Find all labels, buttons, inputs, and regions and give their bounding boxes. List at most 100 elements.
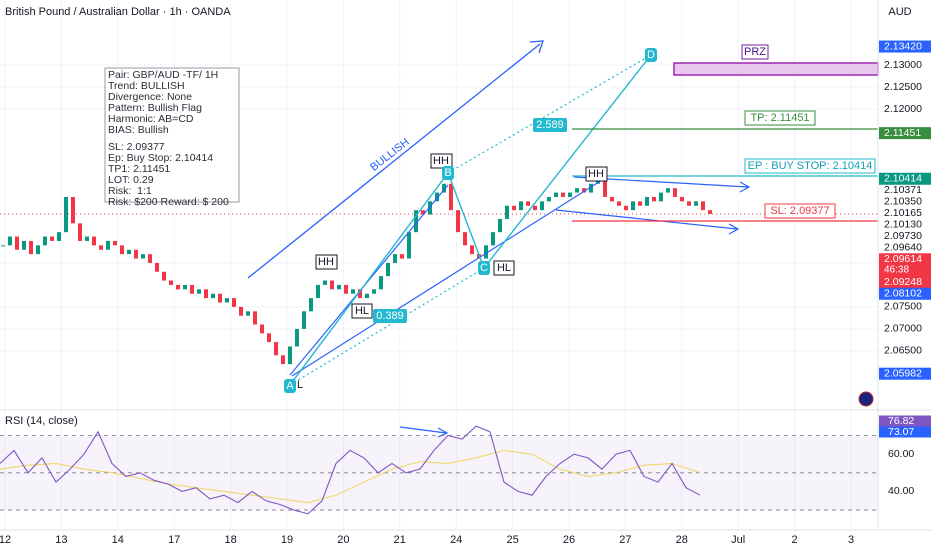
candle	[428, 201, 432, 215]
rsi-tick-label: 60.00	[888, 448, 914, 460]
y-tick-label: 2.07000	[884, 323, 922, 335]
info-line: SL: 2.09377	[108, 141, 165, 153]
info-line: Pair: GBP/AUD -TF/ 1H	[108, 69, 218, 81]
x-tick-label: 20	[337, 534, 349, 546]
candle	[232, 298, 236, 307]
y-tick-label: 2.12000	[884, 103, 922, 115]
candle	[50, 236, 54, 241]
price-label: 2.05982	[884, 367, 922, 379]
candle	[568, 192, 572, 197]
y-tick-label: 2.06500	[884, 345, 922, 357]
prz-zone	[673, 62, 879, 76]
candle	[463, 232, 467, 246]
info-line: Risk: $200 Reward: $ 200	[108, 196, 229, 208]
ratio-badge	[533, 118, 567, 132]
low-label: L	[297, 379, 303, 391]
x-tick-label: 26	[563, 534, 575, 546]
candle	[358, 289, 362, 299]
candle	[435, 192, 439, 202]
candle	[372, 289, 376, 294]
point-badge	[284, 379, 296, 393]
candle	[162, 271, 166, 281]
price-label: 2.10165	[884, 207, 922, 219]
candle	[414, 210, 418, 233]
info-box	[104, 67, 240, 203]
candle	[659, 192, 663, 202]
divergence-arrow	[399, 426, 447, 434]
candle	[29, 240, 33, 255]
candle	[225, 298, 229, 303]
candle	[260, 324, 264, 334]
candle	[687, 201, 691, 206]
candle	[652, 196, 656, 202]
candle	[512, 205, 516, 211]
rsi-ma-line	[0, 449, 701, 504]
price-label: 2.09614	[884, 253, 922, 265]
candle	[344, 284, 348, 294]
candle	[148, 254, 152, 263]
candle	[442, 183, 446, 193]
candle	[645, 196, 649, 206]
candle	[99, 245, 103, 250]
candle	[204, 289, 208, 299]
candle	[484, 245, 488, 259]
arrow-head	[437, 427, 449, 438]
rsi-last-bg	[879, 426, 931, 438]
y-tick-label: 2.13000	[884, 59, 922, 71]
rsi-values-line	[0, 425, 701, 515]
candle	[589, 183, 593, 193]
tp-box	[744, 110, 816, 126]
rsi-last-label: 73.07	[888, 426, 914, 438]
x-tick-label: 28	[676, 534, 688, 546]
price-label-bg	[879, 287, 931, 300]
candle	[127, 249, 131, 255]
countdown-bg	[879, 264, 931, 276]
candle	[190, 284, 194, 294]
hh-label: HH	[588, 168, 604, 180]
currency-label: AUD	[888, 6, 911, 18]
candle	[169, 280, 173, 285]
candle	[288, 346, 292, 365]
point-label: D	[647, 49, 655, 61]
candle	[708, 210, 712, 214]
candle	[197, 289, 201, 294]
candle	[421, 210, 425, 215]
x-tick-label: 3	[848, 534, 854, 546]
abcd-pattern	[289, 54, 652, 386]
rsi-last-bg	[879, 415, 931, 427]
price-label: 2.09248	[884, 276, 922, 288]
candle	[218, 293, 222, 303]
candle	[85, 236, 89, 241]
info-lines: Pair: GBP/AUD -TF/ 1H Trend: BULLISH Div…	[108, 69, 229, 208]
candle	[575, 188, 579, 193]
x-tick-label: 2	[792, 534, 798, 546]
hh-label: HH	[433, 155, 449, 167]
candle	[141, 254, 145, 259]
candle	[554, 192, 558, 197]
chart-title: British Pound / Australian Dollar · 1h ·…	[5, 6, 231, 18]
candle	[1, 245, 5, 247]
price-label: 2.10350	[884, 196, 922, 208]
point-badge	[442, 166, 454, 180]
price-label: 2.10130	[884, 219, 922, 231]
candle	[379, 276, 383, 290]
candle	[15, 236, 19, 250]
candle	[561, 192, 565, 197]
candle	[57, 232, 61, 241]
candle	[666, 188, 670, 193]
x-tick-label: 14	[112, 534, 124, 546]
y-tick-label: 2.12500	[884, 81, 922, 93]
x-tick-label: 25	[506, 534, 518, 546]
info-line: Divergence: None	[108, 91, 192, 103]
ratio-line	[447, 54, 652, 174]
price-label-bg	[879, 40, 931, 53]
prz-label: PRZ	[744, 46, 766, 58]
candle	[540, 201, 544, 211]
candle	[638, 201, 642, 206]
rsi-title: RSI (14, close)	[5, 415, 78, 427]
candle	[120, 245, 124, 255]
candle	[71, 196, 75, 224]
hl-box	[493, 260, 515, 276]
x-tick-label: 19	[281, 534, 293, 546]
hh-box	[315, 254, 338, 270]
